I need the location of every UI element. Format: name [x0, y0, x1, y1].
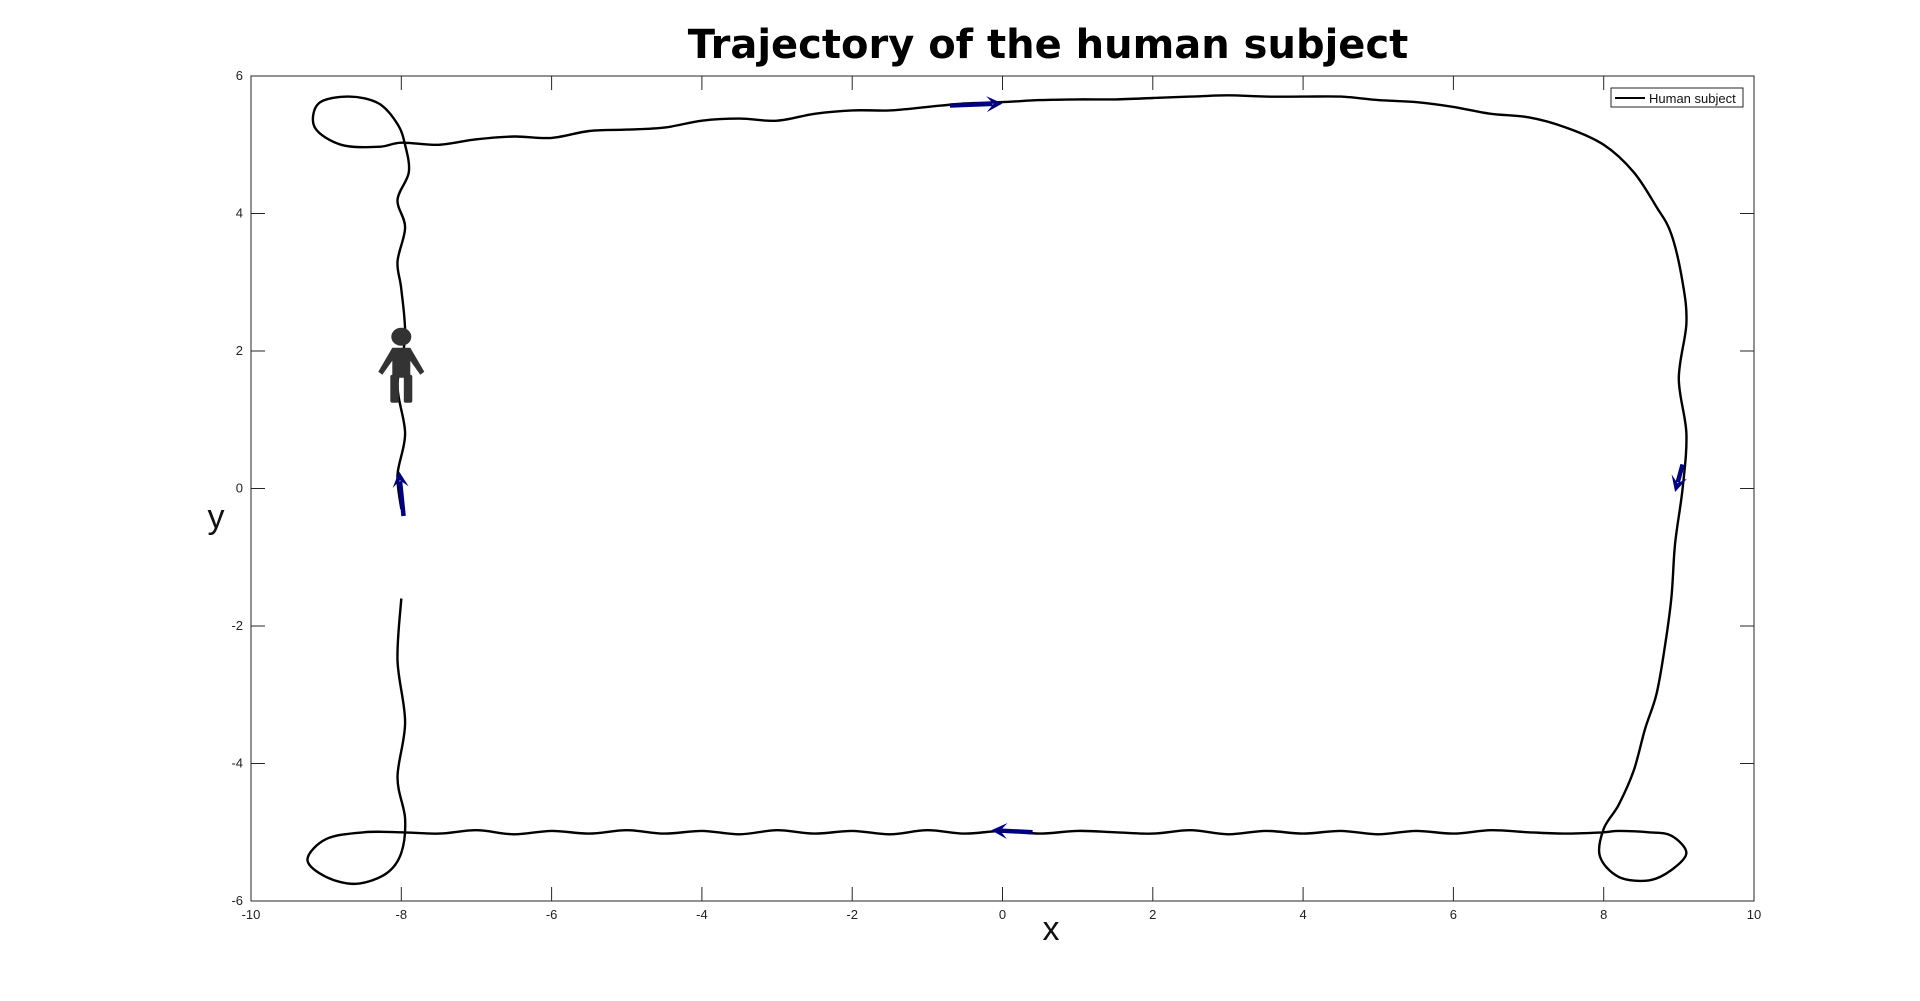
y-tick-label: 4 — [236, 206, 243, 221]
y-tick-label: -2 — [231, 618, 243, 633]
plot-content — [306, 94, 1688, 886]
human-icon-leg-left — [390, 374, 399, 403]
x-tick-label: 0 — [999, 907, 1006, 922]
y-tick-label: 2 — [236, 343, 243, 358]
x-axis-label: x — [1043, 910, 1060, 948]
x-tick-label: -6 — [546, 907, 558, 922]
arrow-shaft — [397, 481, 406, 517]
x-tick-label: 6 — [1450, 907, 1457, 922]
y-tick-label: -6 — [231, 893, 243, 908]
arrow-head — [392, 471, 409, 489]
y-axis-label: y — [208, 498, 225, 536]
series-line-human-subject — [306, 94, 1688, 886]
x-tick-label: -10 — [242, 907, 261, 922]
human-icon-body — [378, 347, 425, 378]
human-icon — [378, 327, 425, 403]
x-tick-label: -8 — [396, 907, 408, 922]
chart-title: Trajectory of the human subject — [688, 22, 1409, 68]
x-tick-label: 10 — [1747, 907, 1761, 922]
x-tick-label: 8 — [1600, 907, 1607, 922]
plot-area — [250, 75, 1755, 902]
arrow-head — [991, 822, 1008, 839]
legend-label: Human subject — [1649, 91, 1736, 106]
x-tick-label: 2 — [1149, 907, 1156, 922]
arrow-shaft — [949, 101, 993, 108]
x-tick-label: -2 — [846, 907, 858, 922]
direction-arrow — [392, 471, 409, 517]
arrow-shaft — [1001, 828, 1033, 835]
direction-arrow — [1671, 463, 1688, 492]
y-tick-label: -4 — [231, 756, 243, 771]
arrow-shaft — [1675, 463, 1685, 483]
human-icon-leg-right — [403, 374, 413, 403]
arrow-head — [986, 96, 1003, 113]
direction-arrow — [949, 96, 1003, 113]
y-tick-label: 0 — [236, 481, 243, 496]
legend-box — [1610, 87, 1744, 108]
y-tick-label: 6 — [236, 68, 243, 83]
direction-arrow — [991, 822, 1033, 839]
legend: Human subject — [1610, 87, 1744, 108]
axis-ticks — [250, 75, 1755, 902]
axis-tick-labels: -10 -8 -6 -4 -2 0 2 4 6 8 10 -6 -4 -2 0 2 4 6 — [231, 68, 1761, 922]
arrow-head — [1671, 474, 1688, 492]
x-tick-label: -4 — [696, 907, 708, 922]
human-icon-head — [391, 327, 412, 346]
x-tick-label: 4 — [1299, 907, 1306, 922]
